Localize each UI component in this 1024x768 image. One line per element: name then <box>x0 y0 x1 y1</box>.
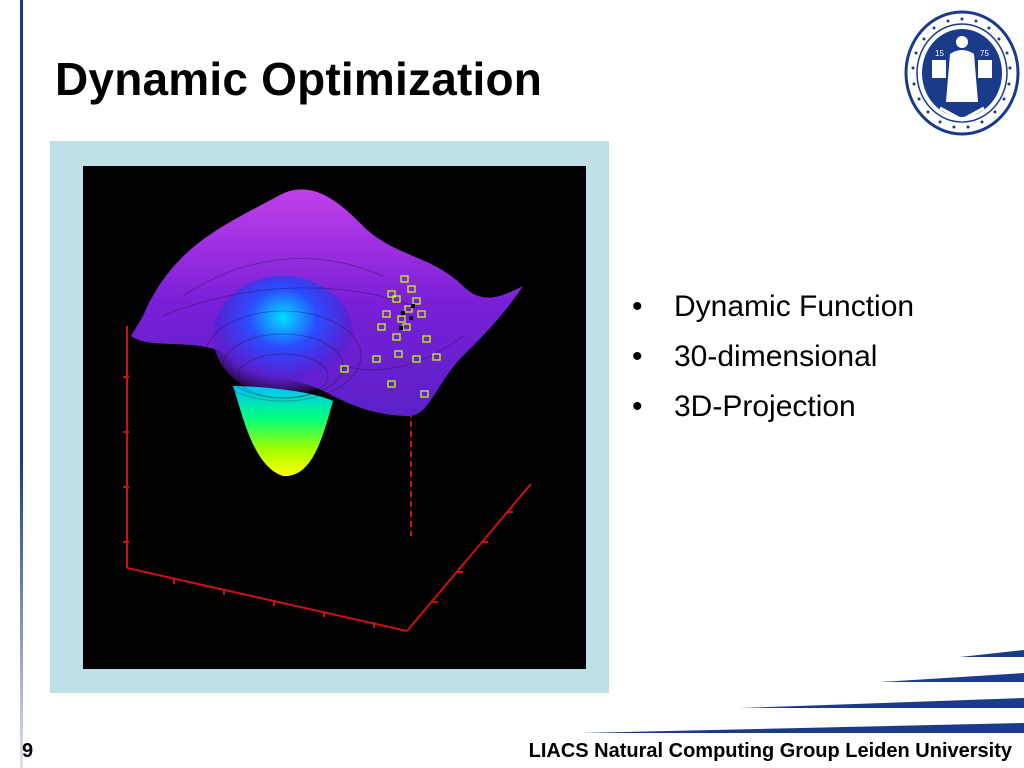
bullet-text: 3D-Projection <box>674 390 856 423</box>
seal-right-year: 75 <box>980 49 989 58</box>
list-item: • Dynamic Function <box>632 282 914 332</box>
footer-text: LIACS Natural Computing Group Leiden Uni… <box>528 740 1012 762</box>
bullet-text: Dynamic Function <box>674 290 915 323</box>
slide-title: Dynamic Optimization <box>55 53 543 105</box>
bullet-list: • Dynamic Function • 30-dimensional • 3D… <box>632 282 914 432</box>
left-accent-bar <box>20 0 23 768</box>
seal-left-year: 15 <box>935 49 944 58</box>
list-item: • 3D-Projection <box>632 382 914 432</box>
page-number: 9 <box>22 740 34 762</box>
surface-plot-3d-icon <box>83 166 586 669</box>
bullet-glyph: • <box>632 340 643 373</box>
figure-frame <box>50 141 609 693</box>
bullet-text: 30-dimensional <box>674 340 878 373</box>
bullet-glyph: • <box>632 290 643 323</box>
list-item: • 30-dimensional <box>632 332 914 382</box>
bullet-glyph: • <box>632 390 643 423</box>
university-seal-icon: 15 75 <box>904 10 1020 136</box>
